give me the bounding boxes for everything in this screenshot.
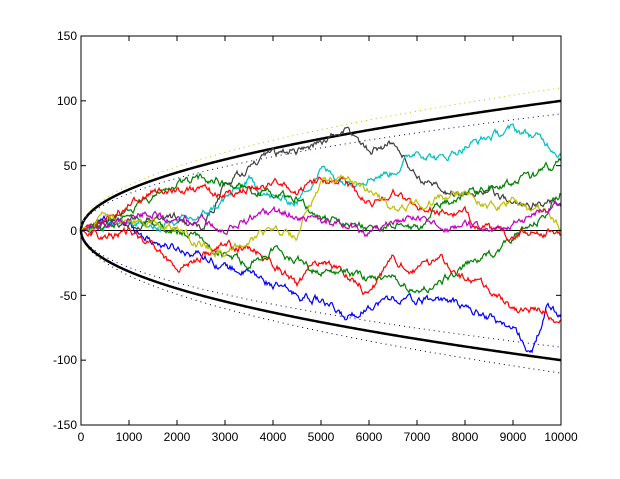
upper-outer-dotted bbox=[80, 87, 562, 231]
y-tick-label: 0 bbox=[70, 224, 77, 238]
x-tick-label: 1000 bbox=[116, 430, 143, 444]
x-tick-label: 2000 bbox=[164, 430, 191, 444]
series-layer bbox=[80, 123, 562, 354]
x-tick-label: 5000 bbox=[308, 430, 335, 444]
reference-lines bbox=[79, 87, 562, 374]
y-tick-label: 100 bbox=[57, 94, 77, 108]
y-tick-label: 50 bbox=[64, 159, 78, 173]
y-tick-label: 150 bbox=[57, 29, 77, 43]
y-tick-label: -50 bbox=[60, 289, 78, 303]
x-tick-label: 10000 bbox=[544, 430, 578, 444]
series-walk-blue bbox=[80, 214, 562, 354]
y-tick-label: -150 bbox=[53, 418, 77, 432]
series-walk-yellow bbox=[80, 174, 562, 259]
tick-marks bbox=[80, 35, 562, 426]
lower-outer-dotted bbox=[80, 230, 562, 374]
upper-envelope bbox=[79, 99, 562, 231]
x-tick-label: 4000 bbox=[260, 430, 287, 444]
lower-inner-dotted bbox=[80, 230, 562, 348]
y-axis: 150 100 50 0 -50 -100 -150 bbox=[53, 29, 77, 432]
x-tick-label: 3000 bbox=[212, 430, 239, 444]
series-walk-magenta bbox=[80, 199, 561, 238]
x-axis: 0 1000 2000 3000 4000 5000 6000 7000 800… bbox=[78, 430, 578, 444]
x-tick-label: 0 bbox=[78, 430, 85, 444]
x-tick-label: 6000 bbox=[356, 430, 383, 444]
series-walk-darkgray bbox=[80, 126, 562, 235]
lower-envelope bbox=[79, 230, 562, 362]
upper-inner-dotted bbox=[80, 113, 562, 231]
y-tick-label: -100 bbox=[53, 353, 77, 367]
x-tick-label: 7000 bbox=[404, 430, 431, 444]
series-walk-cyan bbox=[80, 123, 562, 234]
x-tick-label: 9000 bbox=[500, 430, 527, 444]
series-walk-red bbox=[80, 226, 562, 324]
x-tick-label: 8000 bbox=[452, 430, 479, 444]
